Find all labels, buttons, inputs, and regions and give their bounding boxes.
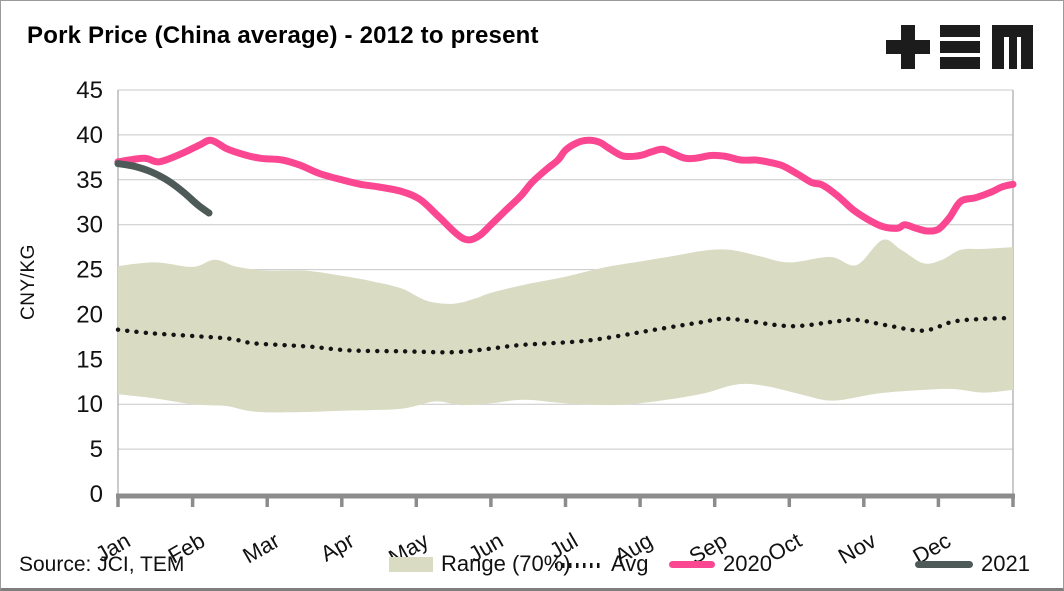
legend: Range (70%) Avg 2020 2021	[1, 550, 1063, 580]
line-2021	[114, 160, 213, 217]
y-tick-label-0: 0	[90, 481, 103, 508]
y-tick-label-40: 40	[76, 122, 103, 149]
range-band-swatch	[389, 556, 433, 572]
y-tick-label-25: 25	[76, 257, 103, 284]
legend-item-range: Range (70%)	[389, 550, 571, 578]
y-tick-label-35: 35	[76, 167, 103, 194]
line-2020-swatch	[669, 560, 715, 568]
legend-item-avg: Avg	[555, 550, 649, 578]
range-band-area	[118, 239, 1013, 413]
page-title: Pork Price (China average) - 2012 to pre…	[27, 22, 539, 49]
legend-item-2020: 2020	[669, 550, 772, 578]
y-tick-label-45: 45	[76, 77, 103, 104]
y-tick-label-10: 10	[76, 391, 103, 418]
line-2021-swatch	[915, 560, 973, 568]
legend-item-2021: 2021	[915, 550, 1030, 578]
legend-label-range: Range (70%)	[441, 551, 571, 576]
y-tick-label-30: 30	[76, 212, 103, 239]
avg-dotted-swatch	[555, 562, 603, 568]
legend-label-avg: Avg	[611, 551, 649, 576]
source-note: Source: JCI, TEM	[19, 553, 185, 576]
y-tick-label-15: 15	[76, 346, 103, 373]
y-tick-label-20: 20	[76, 301, 103, 328]
tem-logo	[886, 25, 1033, 69]
legend-label-2021: 2021	[981, 551, 1030, 576]
legend-label-2020: 2020	[723, 551, 772, 576]
line-2020	[114, 136, 1017, 244]
y-tick-label-5: 5	[90, 436, 103, 463]
